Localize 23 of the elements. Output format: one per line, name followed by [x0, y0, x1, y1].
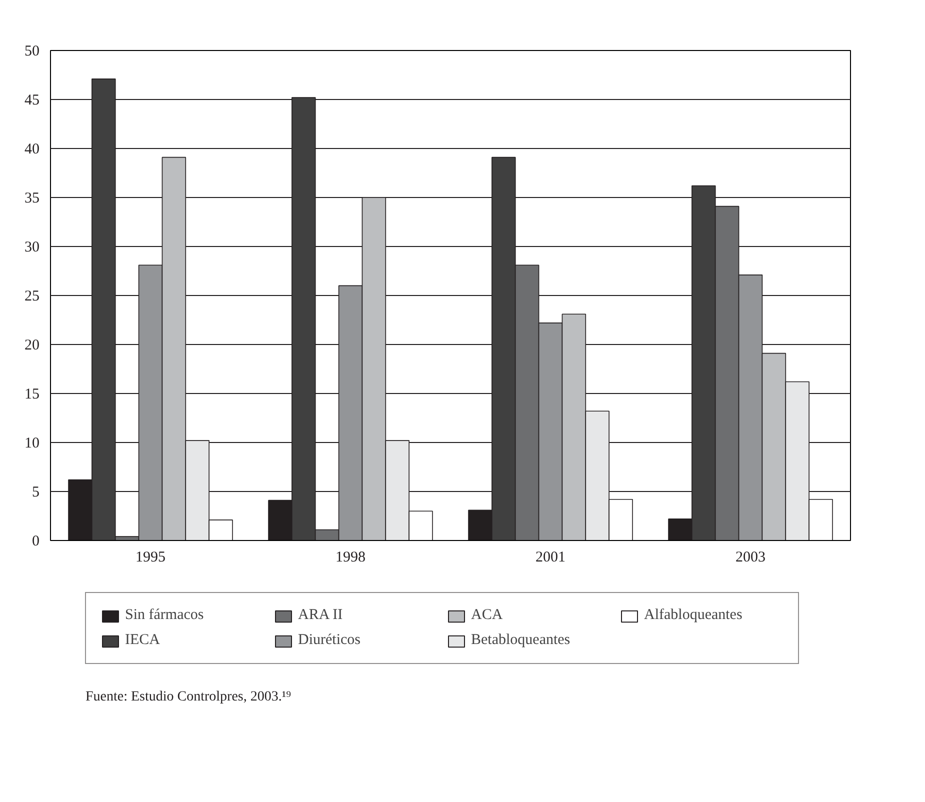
y-tick-label: 35	[24, 190, 40, 206]
legend-label: ARA II	[298, 607, 344, 624]
x-tick-label: 2001	[536, 550, 566, 566]
y-tick-label: 15	[24, 386, 40, 402]
y-tick-label: 40	[24, 142, 40, 158]
y-tick-label: 50	[24, 44, 40, 60]
legend-label: Diuréticos	[298, 632, 362, 649]
legend-label: IECA	[125, 632, 161, 649]
legend-label: Alfabloqueantes	[644, 607, 744, 624]
legend-label: Betabloqueantes	[471, 632, 572, 649]
y-tick-label: 45	[24, 92, 40, 108]
y-tick-label: 0	[32, 534, 40, 550]
source-note: Fuente: Estudio Controlpres, 2003.¹⁹	[86, 690, 292, 704]
y-tick-label: 5	[32, 484, 40, 500]
y-tick-label: 10	[24, 436, 40, 452]
y-tick-label: 30	[24, 240, 40, 256]
x-tick-label: 1995	[136, 550, 166, 566]
x-tick-label: 2003	[736, 550, 766, 566]
x-tick-label: 1998	[336, 550, 366, 566]
legend-label: Sin fármacos	[125, 607, 205, 624]
legend-label: ACA	[471, 607, 504, 624]
y-tick-label: 25	[24, 288, 40, 304]
y-tick-label: 20	[24, 338, 40, 354]
